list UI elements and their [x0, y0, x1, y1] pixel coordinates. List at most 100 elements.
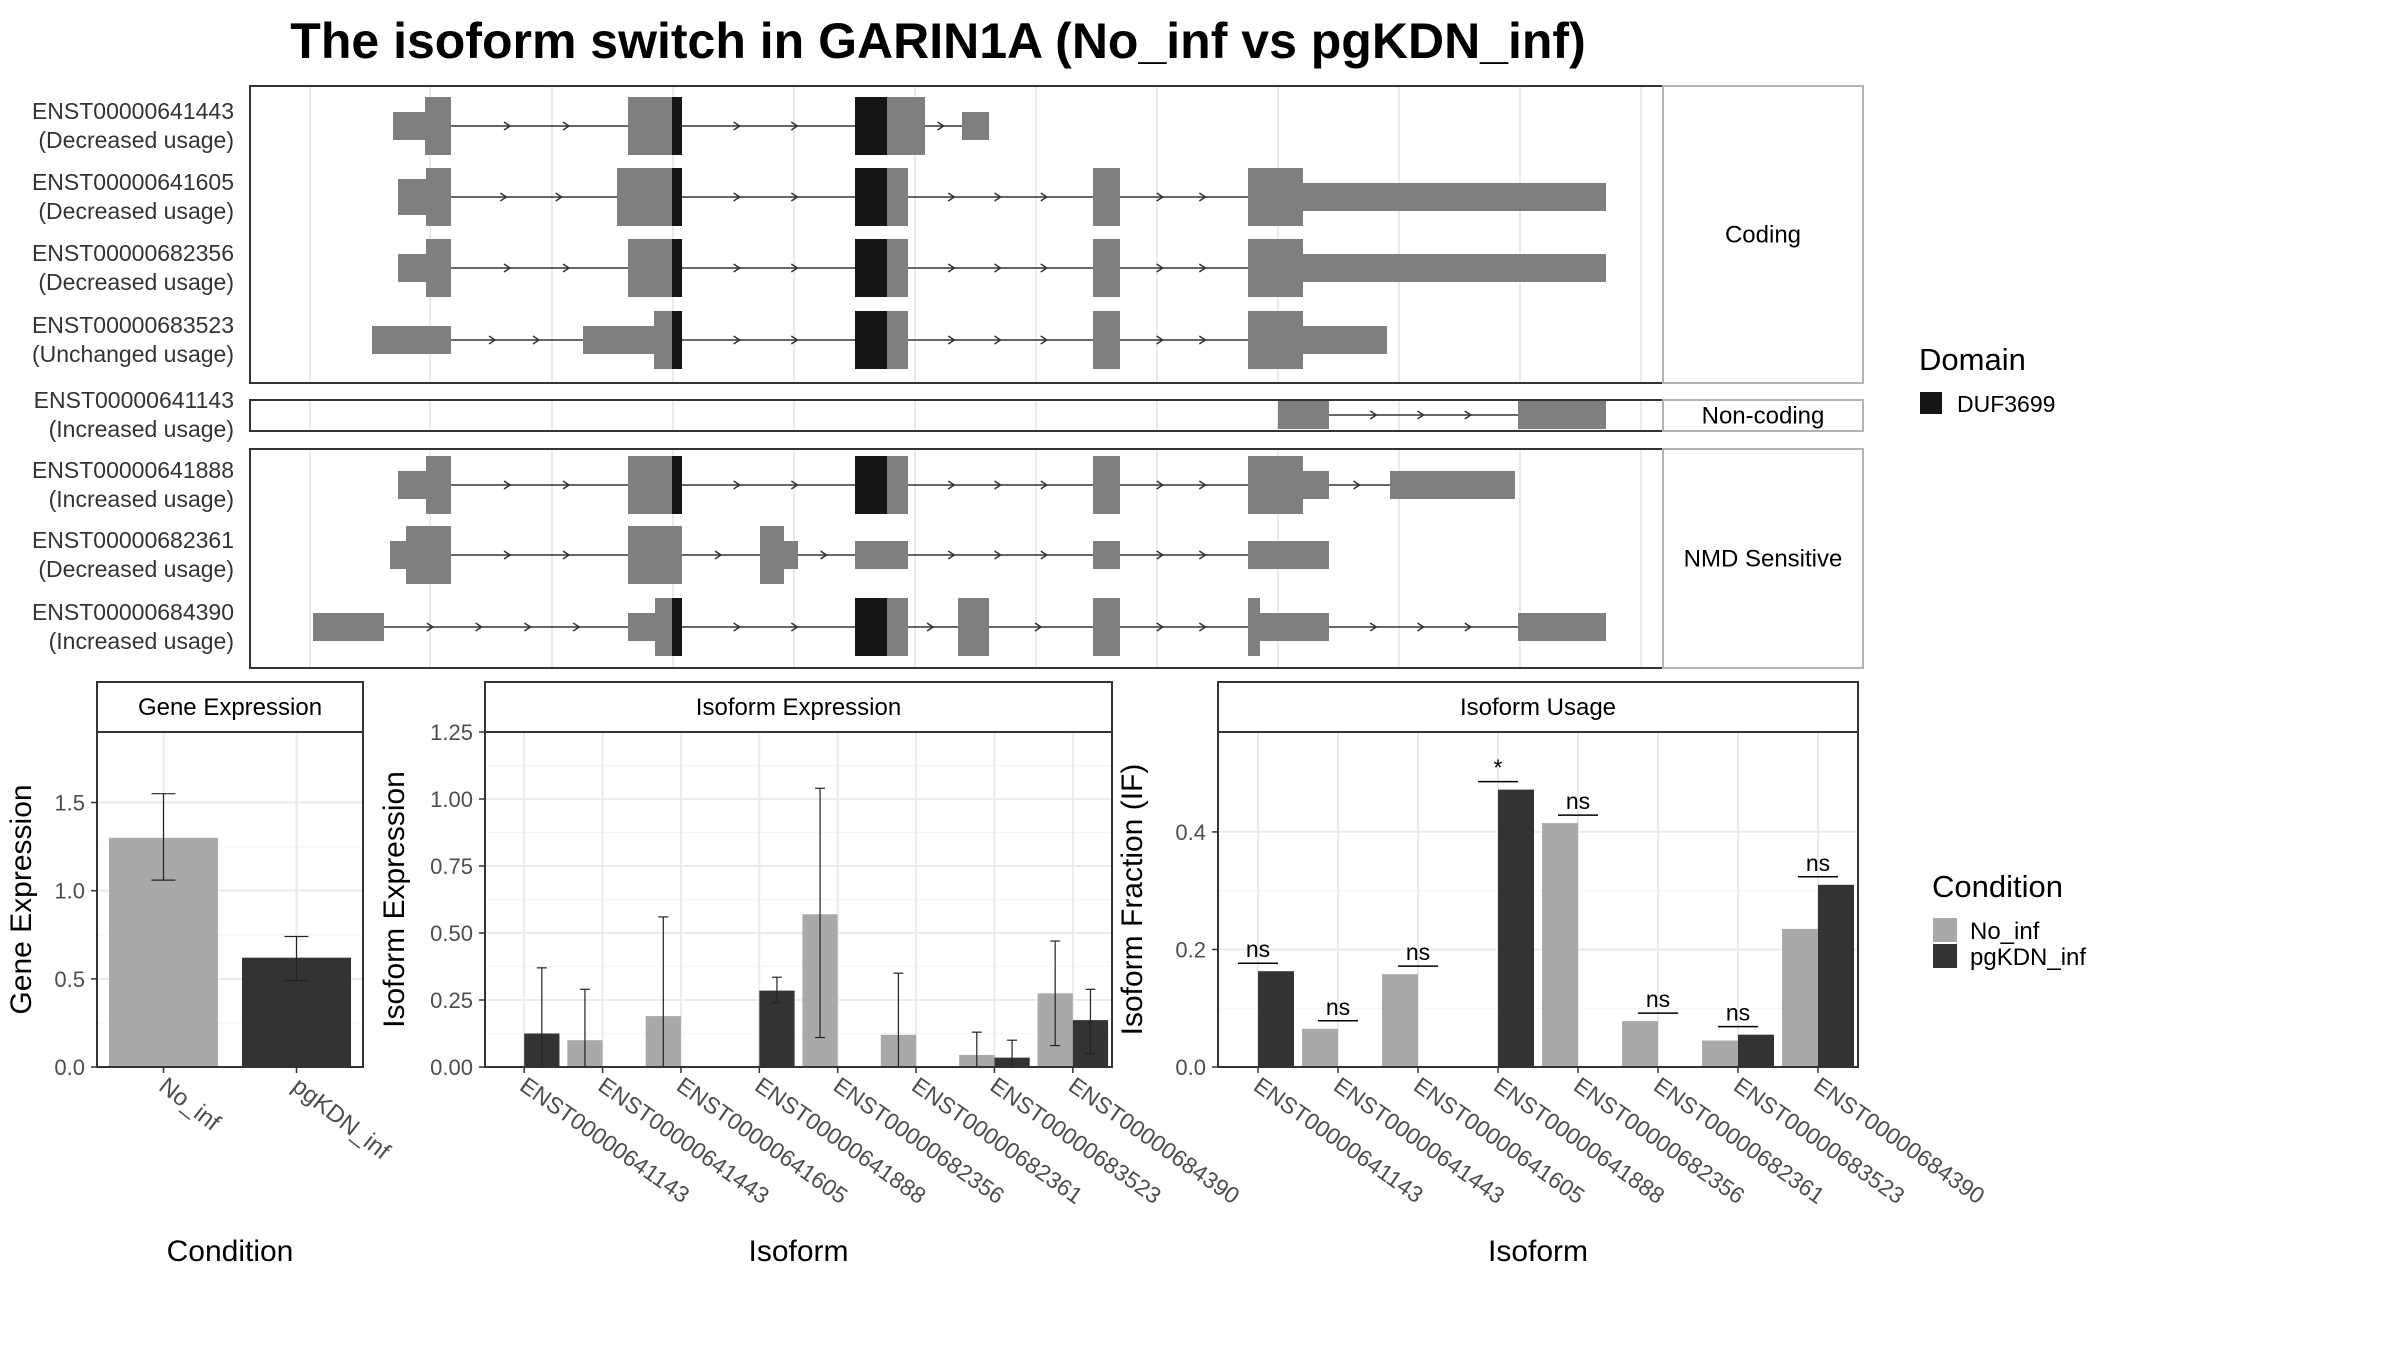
- exon: [406, 526, 451, 584]
- intron-arrow: [562, 263, 571, 273]
- exon: [1093, 541, 1120, 569]
- exon: [655, 598, 672, 656]
- bar: [1258, 971, 1294, 1067]
- transcript-usage-label: (Decreased usage): [38, 198, 234, 224]
- y-tick-label: 0.00: [430, 1055, 473, 1080]
- transcript-usage-label: (Increased usage): [49, 486, 234, 512]
- intron-arrow: [790, 335, 799, 345]
- isoform-expression-chart: 0.00 0.25 0.50 0.75 1.00 1.25 Isoform Expressi…: [378, 681, 1244, 1268]
- exon: [628, 526, 682, 584]
- intron-arrow: [1156, 192, 1165, 202]
- facet-strip: [1662, 448, 1864, 669]
- intron-arrow: [790, 192, 799, 202]
- transcript-usage-label: (Increased usage): [49, 416, 234, 442]
- panel-strip-title: Isoform Expression: [696, 694, 901, 721]
- y-tick-label: 1.5: [54, 791, 85, 816]
- bar: [759, 990, 795, 1067]
- exon: [1093, 168, 1120, 226]
- bar: [1818, 884, 1854, 1067]
- figure-title: The isoform switch in GARIN1A (No_inf vs…: [290, 13, 1585, 69]
- exon: [1303, 183, 1606, 211]
- significance-label: ns: [1326, 994, 1350, 1020]
- intron-arrow: [1464, 622, 1473, 632]
- intron-arrow: [1156, 622, 1165, 632]
- intron-arrow: [1353, 480, 1361, 490]
- intron-arrow: [532, 335, 541, 345]
- bar: [1702, 1040, 1738, 1067]
- exon: [1390, 471, 1515, 499]
- transcript-id-label: ENST00000682361: [32, 527, 234, 553]
- exon: [426, 456, 451, 514]
- significance-label: ns: [1246, 936, 1270, 962]
- transcript-usage-label: (Decreased usage): [38, 269, 234, 295]
- exon: [1093, 239, 1120, 297]
- exon: [1248, 541, 1329, 569]
- y-tick-label: 1.0: [54, 879, 85, 904]
- intron-arrow: [1156, 263, 1165, 273]
- panel-strip: [96, 681, 364, 733]
- y-axis-title: Gene Expression: [5, 784, 38, 1014]
- intron-arrow: [947, 550, 956, 560]
- transcript-structure-panel: ENST00000641443 (Decreased usage) ENST0000…: [32, 85, 1864, 669]
- intron-arrow: [994, 480, 1002, 490]
- intron-arrow: [1198, 192, 1207, 202]
- y-tick-label: 1.25: [430, 720, 473, 745]
- exon: [887, 456, 908, 514]
- intron-arrow: [1198, 622, 1207, 632]
- transcript-usage-label: (Increased usage): [49, 628, 234, 654]
- domain-segment: [855, 598, 887, 656]
- domain-segment: [672, 97, 682, 155]
- exon: [426, 168, 451, 226]
- intron-arrow: [1034, 622, 1043, 632]
- facet-strip: [1662, 399, 1864, 432]
- plot-background: [1218, 732, 1858, 1067]
- facet-label: Non-coding: [1702, 403, 1825, 430]
- intron-arrow: [1369, 410, 1378, 420]
- domain-legend-swatch: [1920, 392, 1942, 414]
- condition-legend-label: pgKDN_inf: [1970, 944, 2086, 971]
- exon: [1248, 168, 1303, 226]
- exon: [1093, 311, 1120, 369]
- intron-arrow: [1040, 192, 1049, 202]
- transcript-usage-label: (Decreased usage): [38, 127, 234, 153]
- intron-arrow: [1198, 263, 1207, 273]
- y-tick-label: 0.0: [1175, 1055, 1206, 1080]
- intron-arrow: [562, 550, 571, 560]
- intron-arrow: [1156, 550, 1165, 560]
- exon: [390, 541, 406, 569]
- intron-arrow: [994, 335, 1002, 345]
- domain-legend-title: Domain: [1919, 342, 2026, 377]
- domain-segment: [855, 239, 887, 297]
- transcript-id-label: ENST00000641888: [32, 457, 234, 483]
- transcript-usage-label: (Decreased usage): [38, 556, 234, 582]
- domain-segment: [855, 311, 887, 369]
- panel-strip: [1217, 681, 1859, 733]
- bar: [1382, 974, 1418, 1067]
- exon: [628, 97, 672, 155]
- y-tick-label: 0.5: [54, 967, 85, 992]
- exon: [628, 456, 672, 514]
- intron-arrow: [503, 263, 512, 273]
- intron-arrow: [1040, 335, 1049, 345]
- exon: [887, 97, 925, 155]
- intron-arrow: [1040, 550, 1049, 560]
- x-axis-title: Condition: [167, 1235, 294, 1268]
- transcript-usage-label: (Unchanged usage): [32, 341, 234, 367]
- panel-strip-title: Gene Expression: [138, 694, 322, 721]
- domain-segment: [855, 456, 887, 514]
- gene-expression-chart: 0.0 0.5 1.0 1.5 Gene Expression No_inf pgKDN_i…: [5, 681, 395, 1268]
- exon: [1093, 598, 1120, 656]
- intron-arrow: [994, 263, 1002, 273]
- bar: [1622, 1021, 1658, 1067]
- x-axis-title: Isoform: [748, 1235, 848, 1268]
- intron-arrow: [1156, 335, 1165, 345]
- exon: [962, 112, 989, 140]
- exon: [583, 326, 654, 354]
- intron-arrow: [733, 480, 742, 490]
- exon: [313, 613, 384, 641]
- intron-arrow: [994, 550, 1002, 560]
- intron-arrow: [790, 622, 799, 632]
- domain-segment: [672, 168, 682, 226]
